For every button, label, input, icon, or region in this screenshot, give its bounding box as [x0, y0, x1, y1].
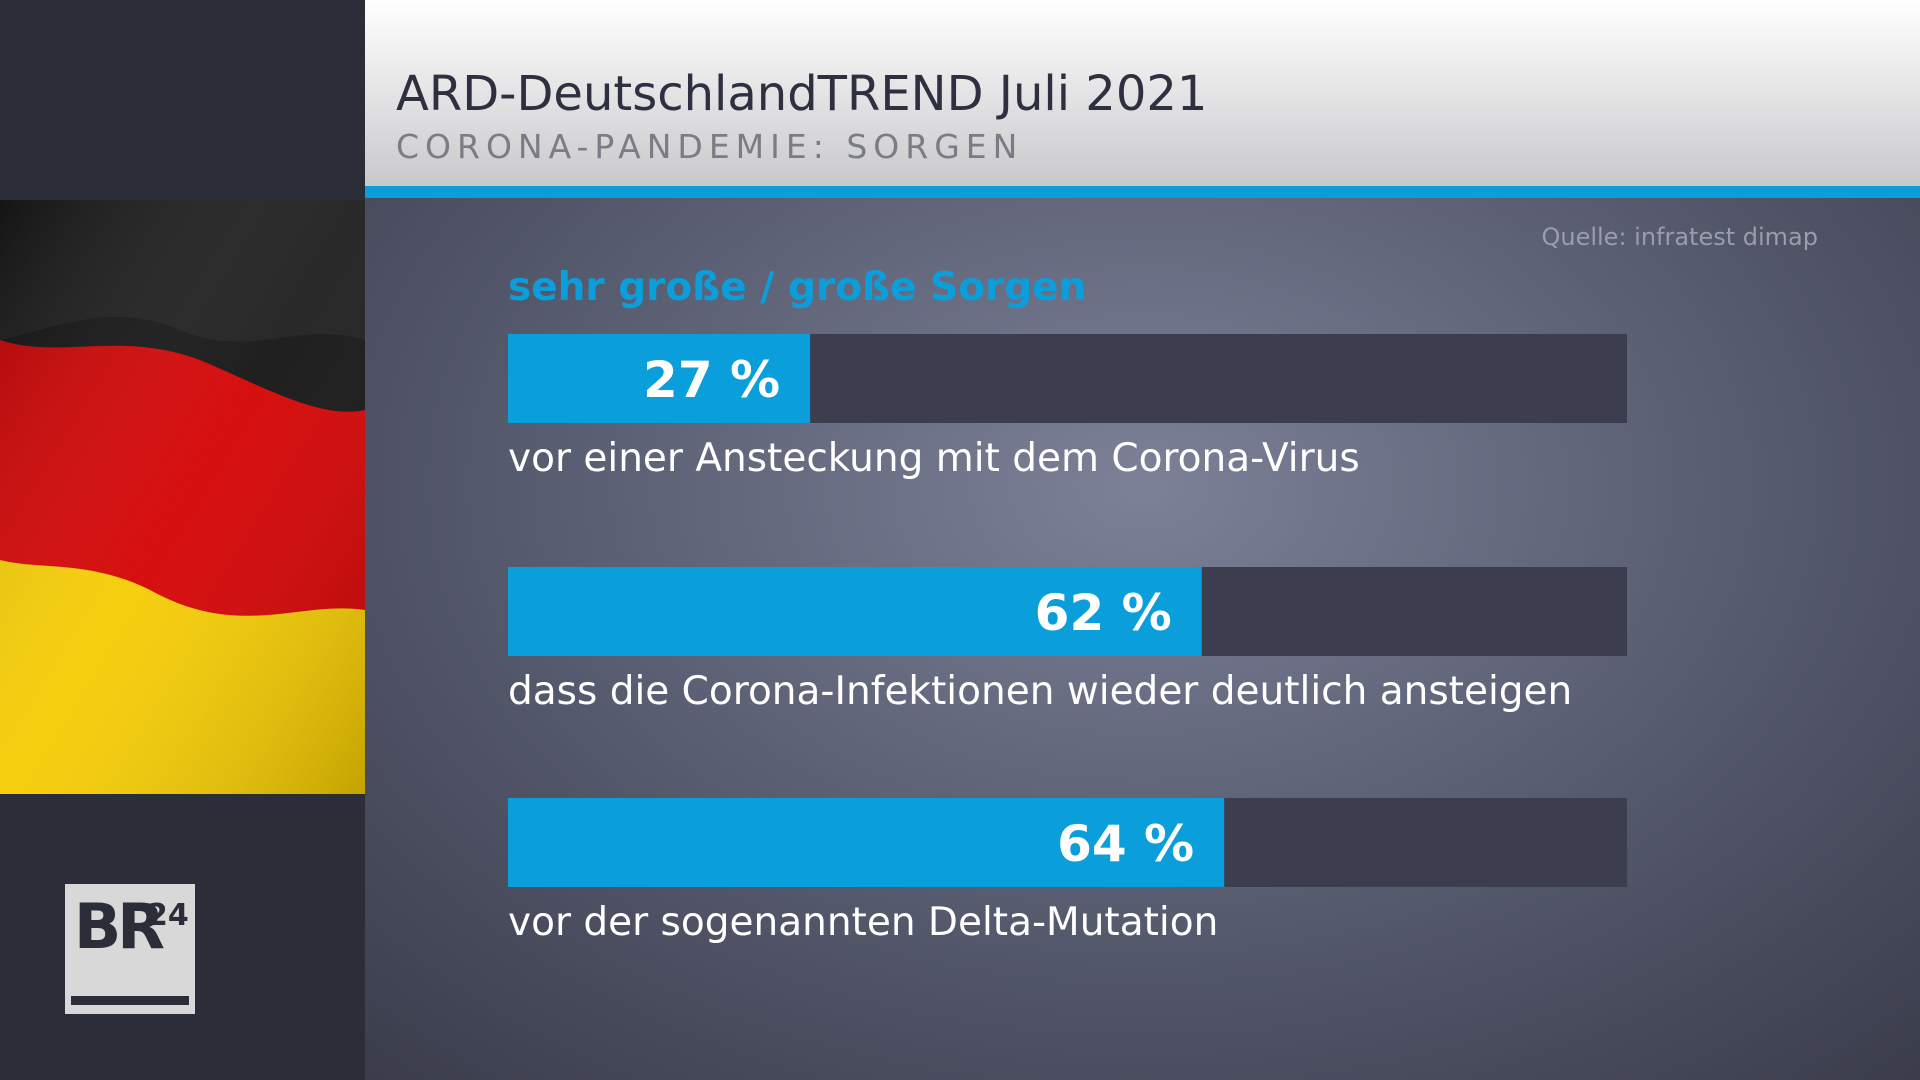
category-label: dass die Corona-Infektionen wieder deutl…: [508, 669, 1572, 714]
logo: BR 24: [65, 884, 195, 1014]
source: Quelle: infratest dimap: [1541, 223, 1818, 251]
logo-sup: 24: [147, 898, 189, 933]
value-label: 62 %: [1035, 584, 1172, 642]
header-stripe: [365, 186, 1920, 198]
value-label: 64 %: [1057, 815, 1194, 873]
category-label: vor einer Ansteckung mit dem Corona-Viru…: [508, 436, 1360, 481]
header: [365, 0, 1920, 186]
logo-text: BR: [74, 890, 164, 963]
chart-subtitle: CORONA-PANDEMIE: SORGEN: [396, 127, 1023, 166]
category-label: vor der sogenannten Delta-Mutation: [508, 900, 1218, 945]
series-label: sehr große / große Sorgen: [508, 265, 1086, 310]
flag: [0, 200, 365, 794]
bar: [508, 334, 811, 423]
bar: [508, 798, 1225, 887]
chart-title: ARD-DeutschlandTREND Juli 2021: [396, 66, 1207, 122]
value-label: 27 %: [643, 351, 780, 409]
bar: [508, 567, 1202, 656]
